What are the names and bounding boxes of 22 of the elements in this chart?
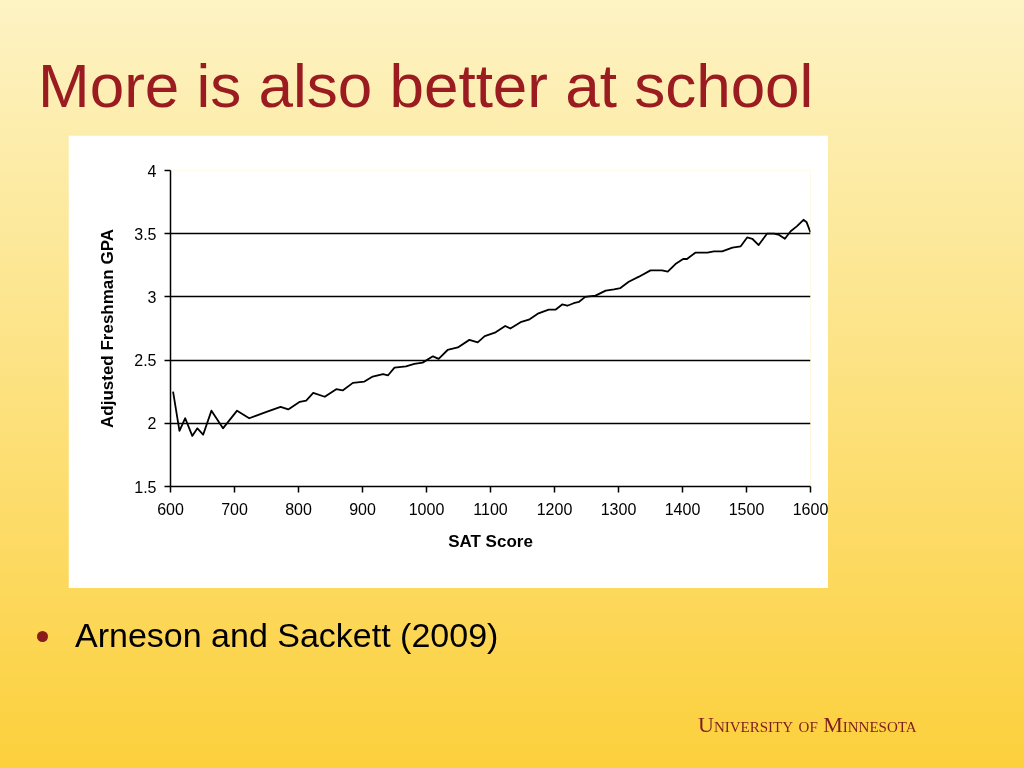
x-tick-label: 800: [285, 500, 312, 518]
text: Arneson and Sackett (2009): [75, 616, 499, 654]
x-tick-label: 1500: [728, 500, 765, 518]
x-axis-title: SAT Score: [448, 531, 533, 551]
y-tick-label: 1.5: [134, 478, 157, 496]
text: University of Minnesota: [698, 712, 917, 737]
y-tick-label: 2: [147, 415, 157, 433]
x-tick-label: 600: [157, 500, 184, 518]
y-tick-label: 4: [147, 162, 157, 180]
x-tick-label: 1100: [473, 500, 508, 518]
x-tick-label: 1300: [600, 500, 637, 518]
y-tick-label: 2.5: [134, 352, 157, 370]
x-tick-label: 1000: [408, 500, 445, 518]
x-tick-label: 1400: [664, 500, 701, 518]
y-axis-title: Adjusted Freshman GPA: [98, 229, 118, 428]
y-tick-label: 3.5: [134, 225, 157, 243]
y-tick-label: 3: [147, 288, 157, 306]
x-tick-label: 1600: [792, 500, 829, 518]
x-tick-label: 900: [349, 500, 376, 518]
x-tick-label: 1200: [536, 500, 573, 518]
chart-title: More is also better at school: [38, 51, 814, 120]
x-tick-label: 700: [221, 500, 248, 518]
